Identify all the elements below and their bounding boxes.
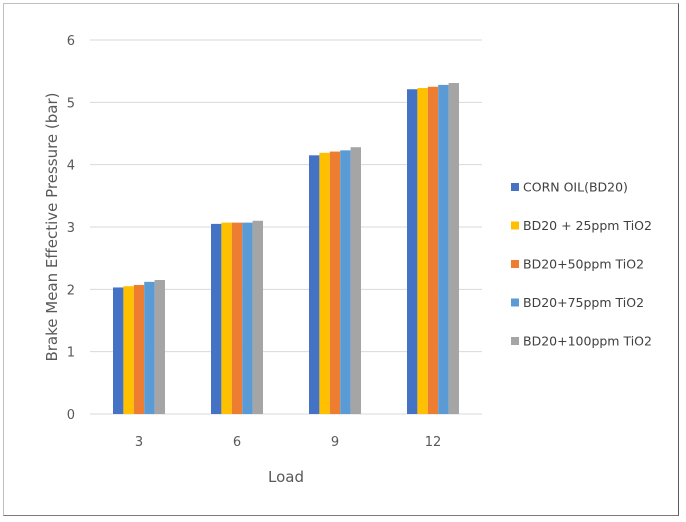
bar <box>350 147 361 415</box>
legend-swatch <box>511 337 519 345</box>
x-tick-label: 9 <box>331 435 339 450</box>
bar <box>340 150 351 414</box>
x-tick-label: 12 <box>425 435 442 450</box>
bar <box>221 222 232 414</box>
y-tick-label: 6 <box>67 34 75 49</box>
bar <box>211 223 222 414</box>
x-tick-label: 6 <box>233 435 241 450</box>
bar <box>438 84 449 414</box>
legend: CORN OIL(BD20) BD20 + 25ppm TiO2 BD20+50pp… <box>511 180 652 349</box>
bars <box>113 83 459 415</box>
legend-label: CORN OIL(BD20) <box>523 180 628 195</box>
bar <box>154 279 165 414</box>
y-axis-title: Brake Mean Effective Pressure (bar) <box>43 92 61 361</box>
legend-swatch <box>511 221 519 230</box>
bar <box>133 284 145 414</box>
bar <box>242 222 253 414</box>
x-tick-labels: 3 6 9 12 <box>135 435 441 450</box>
bar <box>448 83 459 414</box>
y-tick-label: 4 <box>67 159 75 174</box>
bar <box>144 281 155 414</box>
legend-label: BD20 + 25ppm TiO2 <box>523 218 652 233</box>
bar <box>319 152 330 414</box>
y-tick-label: 2 <box>67 283 75 298</box>
y-tick-label: 5 <box>67 96 75 111</box>
bar <box>427 86 439 414</box>
bar <box>123 286 134 414</box>
bar <box>417 87 428 414</box>
x-tick-label: 3 <box>135 435 143 450</box>
y-tick-label: 1 <box>67 346 75 361</box>
bar <box>309 155 320 415</box>
bar <box>252 220 263 414</box>
legend-swatch <box>511 298 519 307</box>
bar <box>329 151 341 414</box>
legend-label: BD20+75ppm TiO2 <box>523 295 644 310</box>
bar <box>113 287 124 414</box>
legend-label: BD20+50ppm TiO2 <box>523 257 644 272</box>
legend-label: BD20+100ppm TiO2 <box>523 334 652 349</box>
bar <box>231 222 243 414</box>
y-tick-labels: 0 1 2 3 4 5 6 <box>67 34 75 423</box>
y-tick-label: 3 <box>67 221 75 236</box>
legend-swatch <box>511 260 519 268</box>
y-tick-label: 0 <box>67 408 75 423</box>
legend-swatch <box>511 183 519 191</box>
x-axis-title: Load <box>268 468 304 486</box>
bar <box>407 89 418 414</box>
